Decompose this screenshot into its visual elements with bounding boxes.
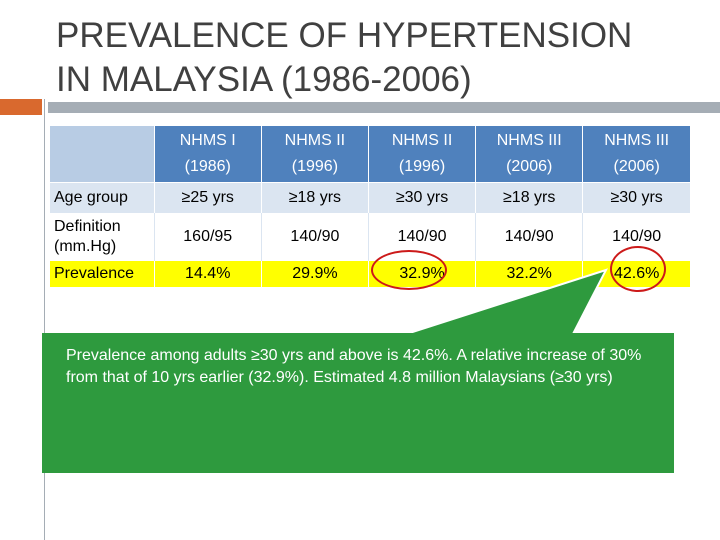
table-cell: ≥25 yrs xyxy=(153,182,262,213)
accent-bar xyxy=(0,99,42,115)
header-cell: NHMS II (1996) xyxy=(260,126,369,183)
callout-pointer-shape xyxy=(399,268,608,337)
survey-year: (1996) xyxy=(398,158,446,175)
survey-name: NHMS II xyxy=(391,132,453,149)
slide-title-line-2: IN MALAYSIA (1986-2006) xyxy=(56,60,472,99)
header-cell: NHMS I (1986) xyxy=(153,126,262,183)
table-cell: 140/90 xyxy=(475,213,583,261)
table-cell: ≥30 yrs xyxy=(582,182,690,213)
callout-text: Prevalence among adults ≥30 yrs and abov… xyxy=(66,347,642,386)
header-cell: NHMS II (1996) xyxy=(367,126,476,183)
table-header-row: NHMS I (1986) NHMS II (1996) NHMS II (1996)… xyxy=(50,126,690,183)
survey-name: NHMS III xyxy=(604,132,670,149)
table-cell: 160/95 xyxy=(153,213,262,261)
slide-title: PREVALENCE OF HYPERTENSION IN MALAYSIA (… xyxy=(56,14,696,102)
row-label: Definition (mm.Hg) xyxy=(50,213,155,261)
table-cell: ≥18 yrs xyxy=(260,182,369,213)
survey-year: (1996) xyxy=(291,158,339,175)
title-divider xyxy=(48,102,720,113)
header-cell: NHMS III (2006) xyxy=(475,126,583,183)
table-cell: 140/90 xyxy=(260,213,369,261)
survey-name: NHMS III xyxy=(496,132,562,149)
table-cell: ≥30 yrs xyxy=(367,182,476,213)
left-divider xyxy=(44,99,45,540)
survey-name: NHMS II xyxy=(284,132,346,149)
table-row-age-group: Age group ≥25 yrs ≥18 yrs ≥30 yrs ≥18 yr… xyxy=(50,182,690,213)
row-label: Prevalence xyxy=(50,261,155,287)
table-cell: 29.9% xyxy=(260,261,369,287)
survey-year: (2006) xyxy=(613,158,660,175)
survey-year: (2006) xyxy=(506,158,553,175)
table-cell: ≥18 yrs xyxy=(475,182,583,213)
highlight-circle-1996 xyxy=(371,250,447,290)
highlight-circle-2006 xyxy=(610,246,666,292)
header-cell: NHMS III (2006) xyxy=(582,126,690,183)
callout-box: Prevalence among adults ≥30 yrs and abov… xyxy=(42,333,674,473)
survey-year: (1986) xyxy=(184,158,231,175)
row-label: Age group xyxy=(50,182,155,213)
slide-title-line-1: PREVALENCE OF HYPERTENSION xyxy=(56,16,633,55)
survey-name: NHMS I xyxy=(179,132,236,149)
table-cell: 14.4% xyxy=(153,261,262,287)
header-corner-cell xyxy=(50,126,155,183)
